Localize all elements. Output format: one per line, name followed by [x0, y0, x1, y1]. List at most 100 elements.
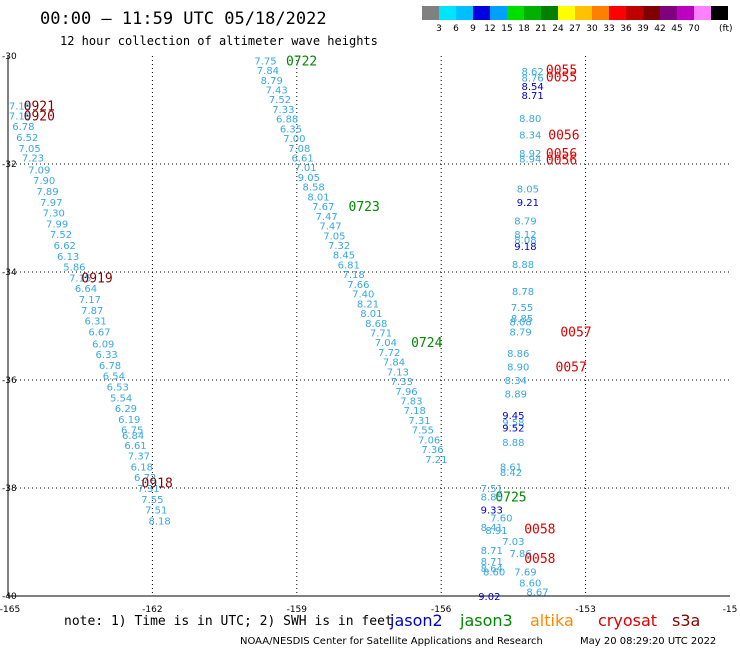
legend-swatch	[592, 6, 609, 20]
data-point-label: 7.55	[141, 495, 163, 506]
legend-tick-label: 33	[603, 24, 614, 34]
data-point-label: 7.21	[425, 455, 447, 466]
satellite-legend: jason2 jason3 altika cryosat s3a	[389, 611, 700, 630]
legend-swatch	[711, 6, 728, 20]
data-point-label: 7.47	[319, 222, 341, 233]
pass-time-label: 0056	[546, 154, 577, 169]
data-point-label: 6.18	[131, 462, 153, 473]
data-point-label: 7.19	[9, 102, 31, 113]
data-point-label: 8.79	[509, 327, 531, 338]
satellite-legend-cryosat: cryosat	[598, 611, 657, 630]
x-tick-label: -159	[287, 605, 308, 615]
data-point-label: 7.00	[283, 134, 305, 145]
data-point-label: 7.69	[514, 568, 536, 579]
y-tick-label: -38	[2, 484, 17, 494]
data-point-label: 8.89	[505, 390, 527, 401]
data-point-label: 6.09	[92, 339, 114, 350]
data-point-label: 7.71	[370, 328, 392, 339]
footer-timestamp: May 20 08:29:20 UTC 2022	[580, 636, 716, 647]
satellite-legend-jason2: jason2	[389, 611, 443, 630]
chart-subtitle: 12 hour collection of altimeter wave hei…	[60, 34, 378, 48]
legend-swatch	[422, 6, 439, 20]
data-point-label: 8.68	[365, 319, 387, 330]
data-point-label: 8.01	[307, 192, 329, 203]
data-point-label: 8.79	[261, 76, 283, 87]
color-legend: 3 6 9 12 15 18 21 24 27 30 33 36 39 42 45 70 (ft)	[422, 6, 733, 34]
data-point-label: 8.08	[514, 236, 536, 247]
data-point-label: 7.06	[418, 435, 440, 446]
data-point-label: 7.18	[342, 270, 364, 281]
data-point-label: 6.61	[291, 154, 313, 165]
data-point-label: 7.15	[69, 273, 91, 284]
data-point-label: 7.55	[412, 426, 434, 437]
data-point-label: 9.45	[502, 411, 524, 422]
data-point-label: 9.52	[502, 424, 524, 435]
legend-swatch	[694, 6, 711, 20]
pass-time-label: 0056	[548, 128, 579, 143]
data-point-label: 7.05	[19, 144, 41, 155]
pass-time-label: 0723	[349, 200, 380, 215]
data-point-label: 8.71	[522, 91, 544, 102]
satellite-legend-s3a: s3a	[672, 611, 700, 630]
data-point-label: 7.08	[288, 144, 310, 155]
y-tick-label: -40	[2, 592, 17, 602]
data-point-label: 6.62	[54, 241, 76, 252]
data-point-label: 8.42	[500, 468, 522, 479]
data-point-label: 7.55	[511, 303, 533, 314]
data-point-label: 9.33	[481, 506, 503, 517]
y-tick-label: -34	[2, 268, 17, 278]
data-point-label: 8.45	[333, 251, 355, 262]
legend-swatch	[660, 6, 677, 20]
data-point-label: 7.67	[312, 202, 334, 213]
data-point-label: 8.71	[481, 557, 503, 568]
data-point-label: 7.32	[328, 241, 350, 252]
pass-time-label: 0055	[546, 71, 577, 86]
y-tick-label: -30	[2, 52, 17, 62]
data-point-label: 7.05	[323, 231, 345, 242]
pass-time-label: 0058	[524, 523, 555, 538]
data-point-label: 8.12	[514, 230, 536, 241]
data-point-label: 7.31	[408, 416, 430, 427]
data-point-label: 8.79	[514, 217, 536, 228]
x-tick-label: -153	[575, 605, 595, 615]
data-point-label: 7.13	[387, 367, 409, 378]
data-point-label: 8.01	[360, 309, 382, 320]
data-point-label: 9.58	[502, 418, 524, 429]
legend-tick-label: 30	[586, 24, 598, 34]
data-point-label: 8.88	[512, 260, 534, 271]
data-point-label: 8.21	[357, 299, 379, 310]
legend-tick-label: 27	[569, 24, 580, 34]
plot-area: -165 -162 -159 -156 -153 -15 -30 -32 -34 -36 -38 -4…	[0, 52, 737, 615]
data-point-label: 7.97	[40, 198, 62, 209]
data-point-label: 7.30	[43, 209, 65, 220]
legend-tick-label: 18	[518, 24, 530, 34]
data-point-label: 6.61	[124, 441, 146, 452]
legend-swatch	[439, 6, 456, 20]
data-point-label: 6.33	[96, 350, 118, 361]
pass-time-label: 0056	[546, 147, 577, 162]
data-point-label: 8.92	[519, 149, 541, 160]
y-tick-label: -32	[2, 160, 17, 170]
x-tick-label: -162	[142, 605, 162, 615]
legend-swatch	[507, 6, 524, 20]
data-point-label: 6.35	[280, 124, 302, 135]
note-text: note: 1) Time is in UTC; 2) SWH is in fe…	[64, 614, 393, 629]
legend-tick-label: 3	[436, 24, 442, 34]
legend-unit: (ft)	[719, 24, 733, 34]
legend-tick-label: 70	[688, 24, 700, 34]
pass-time-label: 0722	[286, 54, 317, 69]
data-point-label: 9.18	[514, 242, 536, 253]
data-point-label: 7.33	[272, 105, 294, 116]
data-point-label: 7.66	[347, 280, 369, 291]
data-point-label: 7.60	[490, 514, 512, 525]
data-point-label: 7.04	[375, 338, 397, 349]
data-point-label: 6.88	[276, 115, 298, 126]
data-point-label: 7.33	[391, 377, 413, 388]
data-point-label: 8.54	[522, 82, 544, 93]
data-point-label: 6.81	[338, 260, 360, 271]
data-point-label: 6.78	[12, 122, 34, 133]
legend-tick-label: 15	[501, 24, 512, 34]
legend-swatch	[490, 6, 507, 20]
pass-time-label: 0919	[81, 271, 112, 286]
data-point-label: 7.84	[383, 358, 405, 369]
